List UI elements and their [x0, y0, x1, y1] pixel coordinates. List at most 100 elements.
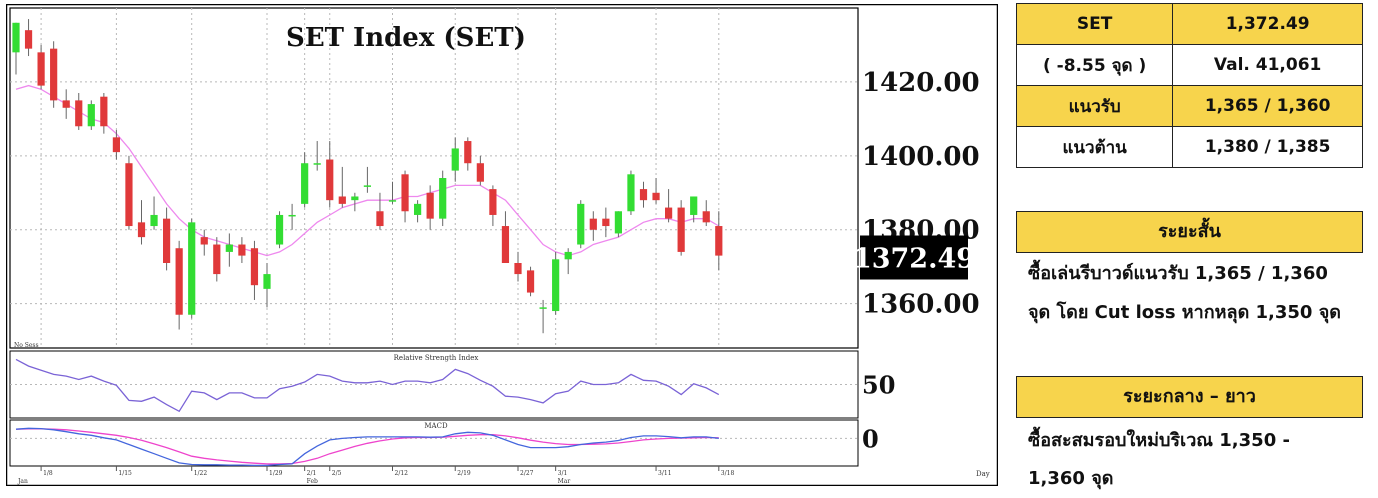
candle-52	[665, 189, 673, 223]
moving-average-line	[15, 84, 720, 257]
x-tick-label: 2/1	[307, 470, 317, 477]
candle-body	[577, 203, 585, 245]
candle-body	[100, 96, 108, 127]
candle-body	[12, 22, 20, 53]
candle-body	[690, 196, 698, 215]
price-panel-border	[9, 7, 859, 349]
candle-0	[12, 22, 20, 75]
candle-45	[577, 200, 585, 249]
candle-body	[288, 214, 296, 217]
candle-16	[213, 237, 221, 282]
candle-body	[552, 259, 560, 312]
candle-19	[250, 240, 259, 300]
long-term-line-1: ซื้อสะสมรอบใหม่บริเวณ 1,350 -	[1028, 430, 1290, 451]
short-term-line-2: จุด โดย Cut loss หากหลุด 1,350 จุด	[1028, 302, 1341, 323]
last-price-tag	[860, 235, 968, 280]
candle-body	[37, 52, 45, 86]
candle-body	[363, 185, 371, 187]
macd-panel: MACD 0	[9, 419, 879, 467]
support-value-cell: 1,365 / 1,360	[1172, 85, 1363, 127]
candle-body	[665, 207, 673, 219]
candle-32	[414, 200, 422, 223]
candle-23	[301, 152, 309, 208]
candle-43	[552, 251, 560, 315]
candle-51	[652, 178, 660, 204]
candle-body	[351, 196, 359, 201]
x-tick-label: 3/11	[658, 470, 671, 477]
macd-signal-line	[15, 428, 719, 465]
long-term-line-2: 1,360 จุด	[1028, 468, 1114, 489]
no-session-label: No Sess	[14, 342, 39, 349]
rsi-title: Relative Strength Index	[394, 354, 479, 362]
candle-53	[677, 200, 685, 256]
candle-42	[539, 299, 547, 334]
candle-body	[175, 248, 183, 315]
candle-54	[690, 196, 698, 223]
candle-50	[639, 181, 648, 208]
index-value-cell: 1,372.49	[1172, 3, 1363, 45]
candle-9	[125, 155, 133, 230]
candle-body	[627, 174, 635, 212]
candle-body	[112, 137, 120, 153]
candle-3	[50, 41, 58, 108]
candle-26	[338, 166, 346, 208]
candle-body	[564, 251, 572, 260]
candle-body	[301, 163, 309, 204]
resistance-value-cell: 1,380 / 1,385	[1172, 126, 1363, 168]
candle-body	[414, 203, 422, 215]
candle-17	[225, 233, 233, 267]
candle-35	[451, 137, 459, 182]
x-tick-label: 3/18	[721, 470, 735, 477]
candle-body	[702, 211, 710, 223]
candle-22	[288, 203, 296, 230]
candle-24	[313, 141, 321, 171]
candle-49	[627, 170, 635, 215]
candle-body	[426, 192, 434, 219]
candle-20	[263, 263, 271, 308]
month-label: Feb	[307, 478, 318, 485]
candle-body	[526, 270, 535, 293]
candle-body	[50, 48, 58, 101]
x-tick-label: 2/27	[520, 470, 534, 477]
candle-body	[489, 189, 497, 215]
x-axis-label: Day	[976, 470, 990, 478]
month-label: Mar	[558, 478, 571, 485]
candle-body	[388, 200, 397, 202]
candle-41	[526, 266, 535, 297]
x-tick-label: 2/19	[457, 470, 471, 477]
candle-body	[313, 163, 321, 165]
candle-body	[263, 274, 271, 289]
candle-38	[489, 185, 497, 227]
rsi-panel: Relative Strength Index 50	[9, 350, 895, 419]
candle-29	[376, 192, 384, 230]
x-axis: 1/8 1/15 1/22 1/29 2/1 2/5 2/12 2/19 2/27 3/1 3/11…	[17, 466, 990, 485]
macd-tick-label: 0	[862, 424, 879, 453]
x-tick-label: 2/5	[332, 470, 342, 477]
candle-body	[614, 211, 622, 234]
candle-body	[652, 192, 660, 201]
y-tick-label: 1360.00	[862, 290, 980, 320]
candle-body	[137, 222, 146, 238]
x-tick-label: 1/8	[43, 470, 53, 477]
candle-33	[426, 185, 434, 230]
candle-body	[75, 100, 83, 127]
value-traded-cell: Val. 41,061	[1172, 44, 1363, 86]
candle-body	[338, 196, 346, 204]
candle-11	[150, 196, 158, 230]
change-cell: ( -8.55 จุด )	[1015, 44, 1174, 86]
candle-7	[100, 93, 108, 134]
candle-body	[501, 226, 510, 263]
chart-outer-border	[6, 4, 998, 486]
candle-body	[150, 214, 158, 227]
candle-body	[225, 244, 233, 252]
candle-body	[24, 30, 33, 49]
x-tick-label: 1/15	[118, 470, 132, 477]
candle-body	[125, 163, 133, 227]
y-tick-label: 1400.00	[862, 142, 980, 172]
candle-body	[213, 244, 221, 275]
candle-body	[439, 178, 447, 219]
candle-27	[351, 192, 359, 212]
candle-body	[238, 244, 246, 256]
